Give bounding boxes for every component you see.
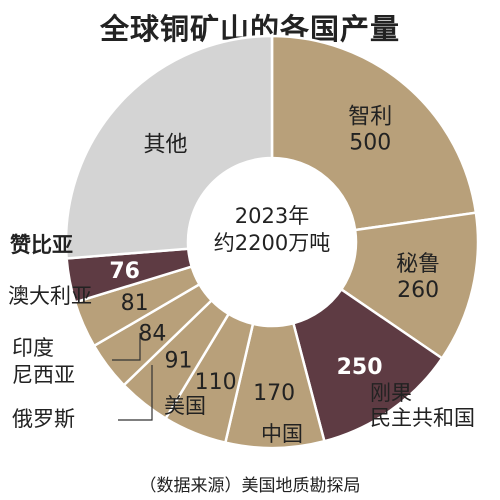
slices-layer bbox=[64, 34, 480, 450]
source-note: （数据来源）美国地质勘探局 bbox=[139, 476, 361, 496]
slice-2 bbox=[291, 287, 444, 443]
slice-9 bbox=[64, 34, 274, 260]
center-total-label: 约2200万吨 bbox=[214, 231, 330, 255]
leader-line-6 bbox=[112, 333, 141, 361]
slice-outside-name-8: 赞比亚 bbox=[9, 233, 73, 257]
leader-lines-layer bbox=[112, 333, 153, 421]
leader-line-5 bbox=[118, 365, 153, 421]
slice-value-label-0: 500 bbox=[349, 131, 391, 156]
slice-outside-name-6: 印度 bbox=[12, 336, 54, 360]
slice-name-label-1: 秘鲁 bbox=[396, 252, 440, 277]
slice-0 bbox=[270, 34, 478, 232]
slice-outside-name-6: 尼西亚 bbox=[12, 363, 75, 387]
slice-name-label-0: 智利 bbox=[348, 105, 392, 130]
slice-value-label-4: 110 bbox=[195, 370, 237, 395]
slice-outside-name-7: 澳大利亚 bbox=[8, 284, 92, 308]
slice-outside-name-5: 俄罗斯 bbox=[12, 407, 75, 431]
slice-name-label-9: 其他 bbox=[143, 133, 187, 158]
slice-outside-name-2: 民主共和国 bbox=[370, 406, 475, 430]
slice-value-label-7: 81 bbox=[121, 291, 149, 316]
slice-value-label-1: 260 bbox=[397, 278, 439, 303]
slice-value-label-8: 76 bbox=[109, 259, 140, 284]
slice-outside-name-3: 中国 bbox=[261, 422, 303, 446]
slice-outside-name-4: 美国 bbox=[164, 394, 206, 418]
slice-value-label-5: 91 bbox=[165, 348, 193, 373]
slice-outside-name-2: 刚果 bbox=[370, 381, 412, 405]
slice-value-label-6: 84 bbox=[138, 322, 166, 347]
center-year-label: 2023年 bbox=[235, 204, 309, 228]
slice-value-label-3: 170 bbox=[253, 381, 295, 406]
slice-value-label-2: 250 bbox=[337, 355, 383, 380]
